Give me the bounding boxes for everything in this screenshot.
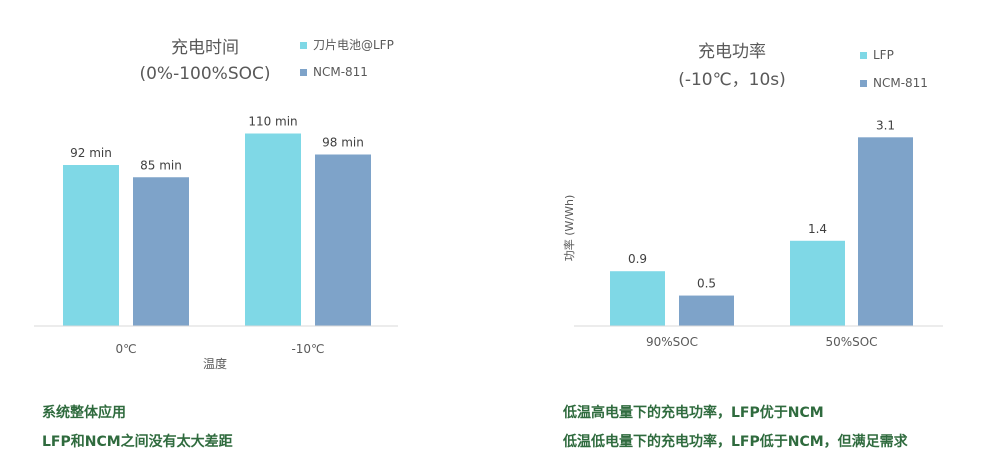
chart2-legend-label-1: LFP (873, 48, 894, 62)
chart1-bar-2-1 (245, 133, 301, 326)
chart2-data-label-2-2: 3.1 (876, 118, 895, 132)
chart2-data-label-1-1: 0.9 (628, 252, 647, 266)
chart2-legend-swatch-2 (860, 80, 867, 87)
chart1-title: 充电时间 (171, 38, 239, 58)
chart1-x-axis-title: 温度 (203, 356, 227, 371)
chart1-category-label-2: -10℃ (291, 342, 324, 356)
chart1-legend-swatch-1 (300, 42, 307, 49)
chart1-legend-label-2: NCM-811 (313, 65, 368, 79)
chart1-bar-1-1 (63, 165, 119, 326)
chart2-bar-2-2 (858, 137, 913, 326)
chart2-category-label-1: 90%SOC (646, 335, 698, 349)
chart1-legend-swatch-2 (300, 69, 307, 76)
chart1-data-label-1-2: 85 min (140, 158, 182, 172)
chart1-data-label-2-2: 98 min (322, 136, 364, 150)
chart1-data-label-2-1: 110 min (248, 115, 297, 129)
note-right-line2: 低温低电量下的充电功率，LFP低于NCM，但满足需求 (563, 434, 908, 450)
chart2-bar-1-2 (679, 295, 734, 326)
chart1-subtitle: (0%-100%SOC) (139, 64, 270, 84)
chart2-legend-swatch-1 (860, 52, 867, 59)
chart1-category-label-1: 0℃ (115, 342, 136, 356)
chart1-bar-1-2 (133, 177, 189, 326)
chart2-subtitle: (-10℃，10s) (678, 70, 786, 90)
note-left-line1: 系统整体应用 (42, 405, 126, 421)
chart2-legend-label-2: NCM-811 (873, 76, 928, 90)
chart1-legend-label-1: 刀片电池@LFP (313, 38, 394, 52)
chart2-bar-1-1 (610, 271, 665, 326)
chart2-bar-2-1 (790, 240, 845, 326)
chart1-data-label-1-1: 92 min (70, 146, 112, 160)
chart2-title: 充电功率 (698, 42, 766, 62)
note-right-line1: 低温高电量下的充电功率，LFP优于NCM (563, 405, 824, 421)
chart2-data-label-2-1: 1.4 (808, 222, 827, 236)
chart2-category-label-2: 50%SOC (825, 335, 877, 349)
note-left-line2: LFP和NCM之间没有太大差距 (42, 434, 233, 450)
chart1-bar-2-2 (315, 154, 371, 326)
chart2-y-axis-title: 功率 (W/Wh) (562, 195, 576, 262)
chart2-data-label-1-2: 0.5 (697, 277, 716, 291)
